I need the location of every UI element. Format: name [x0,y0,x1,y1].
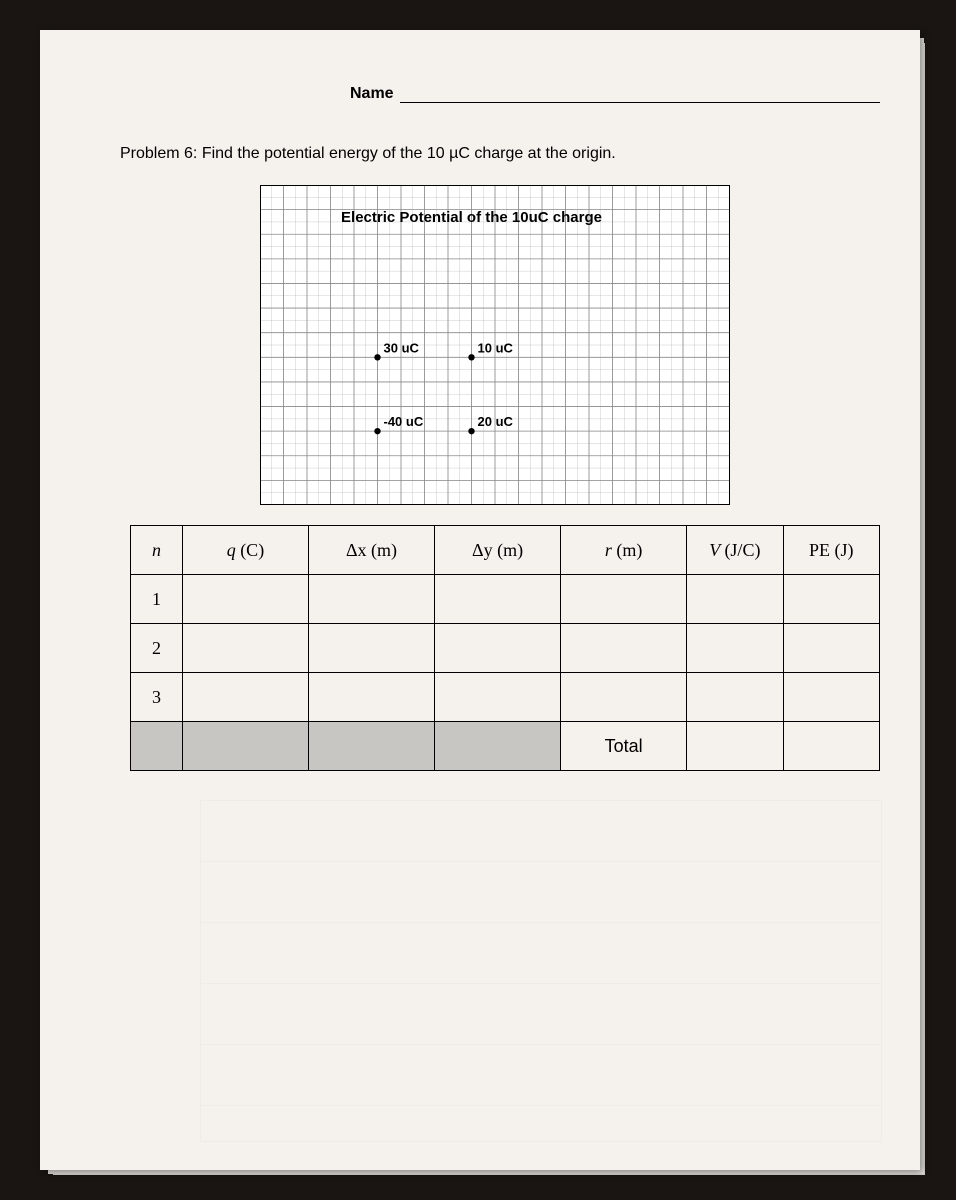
table-total-row: Total [131,722,880,771]
row-num: 1 [131,575,183,624]
cell [435,575,561,624]
grid-chart: Electric Potential of the 10uC charge 30 … [260,185,730,505]
worksheet-paper: Name Problem 6: Find the potential energ… [40,30,920,1170]
cell [561,575,687,624]
cell [308,673,434,722]
col-header-n: n [131,526,183,575]
table-row: 1 [131,575,880,624]
name-field-row: Name [350,85,880,103]
cell [182,673,308,722]
bleed-through-ghost [200,800,882,1142]
cell [783,722,879,771]
cell [561,624,687,673]
cell [308,575,434,624]
name-blank-line [400,88,880,103]
cell-shaded [182,722,308,771]
cell-shaded [131,722,183,771]
svg-text:10 uC: 10 uC [478,340,514,355]
cell [561,673,687,722]
svg-text:-40 uC: -40 uC [384,414,424,429]
cell [687,673,783,722]
col-header-q: q (C) [182,526,308,575]
svg-text:20 uC: 20 uC [478,414,514,429]
cell-shaded [435,722,561,771]
cell [783,575,879,624]
table-row: 3 [131,673,880,722]
col-header-r: r (m) [561,526,687,575]
table-header-row: n q (C) Δx (m) Δy (m) r (m) V (J/C) PE (… [131,526,880,575]
total-label: Total [561,722,687,771]
cell [435,673,561,722]
problem-statement: Problem 6: Find the potential energy of … [120,145,616,163]
cell [783,624,879,673]
cell [783,673,879,722]
cell [687,575,783,624]
cell [687,722,783,771]
cell [308,624,434,673]
cell [182,624,308,673]
cell [687,624,783,673]
cell [182,575,308,624]
svg-text:30 uC: 30 uC [384,340,420,355]
row-num: 2 [131,624,183,673]
col-header-v: V (J/C) [687,526,783,575]
name-label: Name [350,85,394,102]
table-row: 2 [131,624,880,673]
col-header-dy: Δy (m) [435,526,561,575]
col-header-pe: PE (J) [783,526,879,575]
svg-text:Electric Potential of the 10u: Electric Potential of the 10uC charge [341,209,602,226]
calculation-table: n q (C) Δx (m) Δy (m) r (m) V (J/C) PE (… [130,525,880,771]
col-header-dx: Δx (m) [308,526,434,575]
cell-shaded [308,722,434,771]
cell [435,624,561,673]
row-num: 3 [131,673,183,722]
